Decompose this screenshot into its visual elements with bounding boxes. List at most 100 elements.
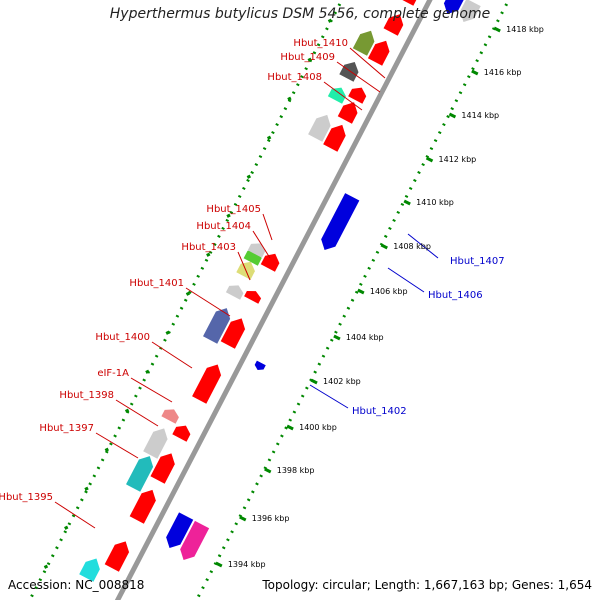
label-leader-line	[252, 230, 271, 259]
kbp-tick-label: 1408 kbp	[393, 242, 431, 251]
tick-mark	[43, 564, 49, 569]
label-leader-line	[309, 384, 349, 409]
forward-gene-arrow	[220, 318, 246, 349]
tick-mark	[307, 57, 312, 62]
forward-gene-arrow	[348, 87, 367, 104]
label-leader-line	[387, 267, 425, 293]
reverse-gene-arrow	[254, 360, 266, 370]
cds-box	[143, 428, 168, 459]
forward-gene-arrow	[337, 102, 358, 124]
cds-box	[79, 558, 100, 582]
reverse-gene-arrow	[443, 0, 464, 14]
label-leader-line	[262, 213, 273, 241]
forward-gene-label: Hbut_1404	[196, 221, 251, 232]
tick-mark	[287, 96, 292, 101]
forward-gene-label: Hbut_1395	[0, 492, 53, 503]
label-leader-line	[115, 399, 159, 427]
cds-box	[327, 87, 346, 104]
forward-gene-label: Hbut_1403	[181, 242, 236, 253]
tick-mark	[246, 174, 252, 179]
forward-gene-label: Hbut_1397	[39, 423, 94, 434]
forward-gene-label: Hbut_1398	[59, 390, 114, 401]
kbp-tick-label: 1410 kbp	[416, 198, 454, 207]
tick-mark	[226, 213, 231, 218]
kbp-tick-mark	[215, 561, 223, 568]
label-leader-line	[130, 377, 173, 403]
kbp-tick-label: 1398 kbp	[277, 466, 315, 475]
forward-gene-arrow	[172, 425, 191, 442]
tick-mark	[327, 18, 333, 23]
genome-title: Hyperthermus butylicus DSM 5456, complet…	[109, 6, 491, 22]
cds-box	[339, 62, 359, 82]
kbp-tick-label: 1414 kbp	[461, 111, 499, 120]
kbp-tick-mark	[310, 378, 318, 385]
reverse-gene-label: Hbut_1406	[428, 290, 483, 301]
reverse-gene-label: Hbut_1407	[450, 256, 505, 267]
tick-track-outer	[28, 0, 344, 600]
label-leader-line	[185, 287, 231, 317]
forward-gene-arrow	[244, 290, 262, 304]
cds-box	[308, 114, 331, 142]
forward-gene-label: Hbut_1400	[95, 332, 150, 343]
cds-box	[203, 308, 231, 344]
kbp-tick-label: 1404 kbp	[346, 333, 384, 342]
kbp-tick-label: 1406 kbp	[370, 287, 408, 296]
kbp-tick-mark	[286, 424, 294, 431]
label-leader-line	[237, 251, 251, 281]
label-leader-line	[336, 61, 381, 93]
forward-gene-label: Hbut_1405	[206, 204, 261, 215]
kbp-tick-mark	[493, 26, 501, 33]
kbp-tick-label: 1402 kbp	[323, 377, 361, 386]
kbp-tick-label: 1418 kbp	[506, 25, 544, 34]
kbp-tick-label: 1400 kbp	[299, 423, 337, 432]
label-leader-line	[95, 432, 139, 459]
tick-mark	[266, 135, 272, 140]
reverse-gene-label: Hbut_1402	[352, 406, 407, 417]
forward-gene-label: Hbut_1409	[280, 52, 335, 63]
genome-summary-text: Topology: circular; Length: 1,667,163 bp…	[262, 578, 592, 592]
kbp-tick-mark	[264, 467, 272, 474]
label-leader-line	[151, 341, 193, 369]
tick-mark	[124, 408, 130, 413]
backbone-line	[114, 0, 433, 600]
kbp-tick-mark	[471, 69, 479, 76]
cds-box	[225, 285, 244, 300]
forward-gene-arrow	[104, 541, 130, 572]
tick-mark	[185, 291, 191, 296]
kbp-tick-label: 1396 kbp	[252, 514, 290, 523]
forward-gene-arrow	[323, 124, 346, 152]
kbp-tick-mark	[357, 288, 365, 295]
forward-gene-label: Hbut_1408	[267, 72, 322, 83]
accession-text: Accession: NC_008818	[8, 578, 145, 592]
cds-box	[126, 456, 154, 492]
kbp-tick-label: 1412 kbp	[439, 155, 477, 164]
tick-mark	[64, 525, 69, 530]
kbp-tick-mark	[333, 334, 341, 341]
reverse-gene-arrow	[460, 0, 481, 22]
kbp-tick-mark	[425, 156, 434, 163]
forward-gene-arrow	[402, 0, 417, 6]
tick-mark	[165, 330, 170, 335]
reverse-gene-arrow	[180, 520, 210, 560]
forward-gene-arrow	[367, 40, 390, 66]
forward-gene-arrow	[150, 453, 175, 484]
label-leader-line	[323, 81, 363, 111]
tick-mark	[104, 447, 109, 452]
kbp-tick-mark	[239, 515, 247, 522]
forward-gene-label: Hbut_1410	[293, 38, 348, 49]
forward-gene-arrow	[129, 489, 156, 524]
label-leader-line	[54, 501, 96, 529]
kbp-tick-mark	[403, 199, 411, 206]
reverse-gene-arrow	[166, 512, 194, 548]
kbp-tick-label: 1416 kbp	[484, 68, 522, 77]
forward-gene-label: Hbut_1401	[129, 278, 184, 289]
forward-gene-arrow	[383, 14, 404, 36]
kbp-tick-label: 1394 kbp	[228, 560, 266, 569]
cds-box	[247, 243, 266, 258]
reverse-gene-arrow	[321, 193, 360, 250]
label-leader-line	[407, 233, 439, 259]
label-leader-line	[349, 47, 386, 79]
kbp-tick-mark	[448, 112, 457, 119]
